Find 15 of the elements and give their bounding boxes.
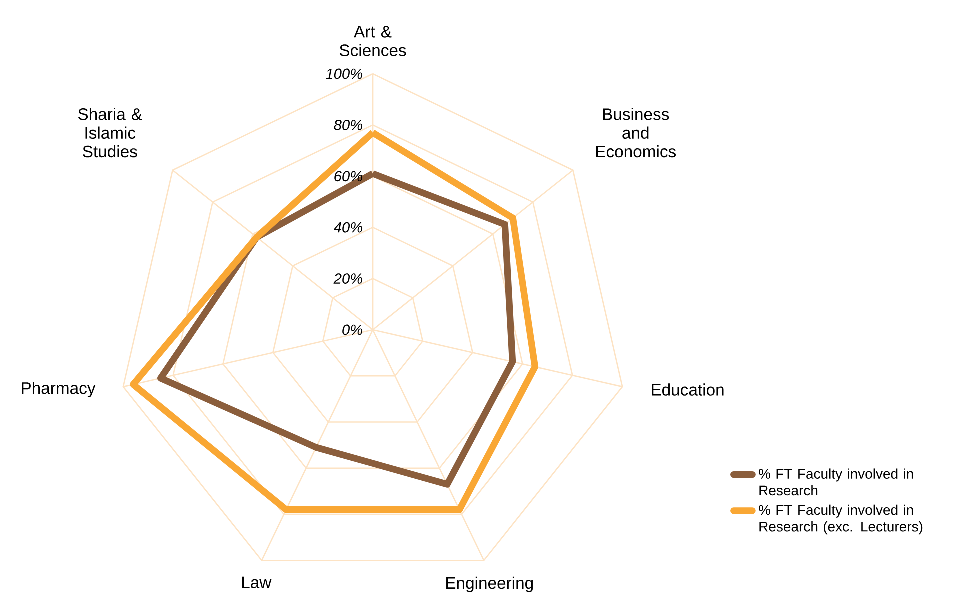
y-tick-label: 0%: [342, 324, 363, 336]
spoke-label: Art & Sciences: [340, 26, 406, 56]
legend-label: % FT Faculty involved in Research (exc. Lecturers): [759, 504, 923, 535]
spoke-label: Education: [652, 384, 724, 396]
spoke-label: Engineering: [446, 576, 534, 592]
y-tick-label: 80%: [334, 120, 363, 130]
legend-label: % FT Faculty involved in Research: [759, 468, 914, 496]
spoke-label: Sharia & Islamic Studies: [78, 108, 142, 158]
y-tick-label: 60%: [334, 171, 363, 182]
y-tick-label: 20%: [334, 274, 363, 284]
spoke-label: Pharmacy: [22, 382, 96, 398]
y-tick-label: 100%: [326, 68, 363, 80]
y-tick-label: 40%: [334, 222, 363, 233]
spoke-label: Business and Economics: [596, 108, 676, 158]
spoke-label: Law: [242, 576, 272, 589]
